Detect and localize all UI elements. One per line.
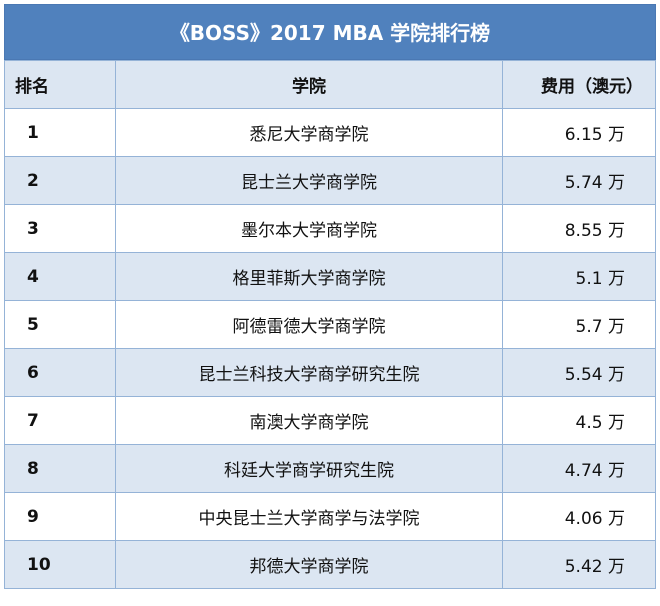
school-cell: 中央昆士兰大学商学与法学院: [115, 492, 503, 541]
school-cell: 科廷大学商学研究生院: [115, 444, 503, 493]
school-cell: 格里菲斯大学商学院: [115, 252, 503, 301]
rank-cell: 7: [4, 396, 116, 445]
rank-cell: 10: [4, 540, 116, 589]
table-row: 3 墨尔本大学商学院 8.55 万: [4, 204, 656, 253]
school-cell: 悉尼大学商学院: [115, 108, 503, 157]
fee-cell: 4.06 万: [502, 492, 656, 541]
rank-cell: 6: [4, 348, 116, 397]
table-row: 9 中央昆士兰大学商学与法学院 4.06 万: [4, 492, 656, 541]
ranking-table: 排名 学院 费用（澳元） 1 悉尼大学商学院 6.15 万 2 昆士兰大学商学院…: [4, 60, 656, 589]
table-row: 5 阿德雷德大学商学院 5.7 万: [4, 300, 656, 349]
school-cell: 邦德大学商学院: [115, 540, 503, 589]
ranking-table-container: 《BOSS》2017 MBA 学院排行榜 排名 学院 费用（澳元） 1 悉尼大学…: [4, 4, 656, 589]
table-row: 4 格里菲斯大学商学院 5.1 万: [4, 252, 656, 301]
table-row: 7 南澳大学商学院 4.5 万: [4, 396, 656, 445]
school-cell: 昆士兰大学商学院: [115, 156, 503, 205]
fee-cell: 5.7 万: [502, 300, 656, 349]
header-row: 排名 学院 费用（澳元）: [4, 60, 656, 109]
fee-cell: 6.15 万: [502, 108, 656, 157]
school-cell: 南澳大学商学院: [115, 396, 503, 445]
header-rank: 排名: [4, 60, 116, 109]
table-row: 8 科廷大学商学研究生院 4.74 万: [4, 444, 656, 493]
fee-cell: 4.5 万: [502, 396, 656, 445]
table-row: 6 昆士兰科技大学商学研究生院 5.54 万: [4, 348, 656, 397]
table-title: 《BOSS》2017 MBA 学院排行榜: [4, 4, 656, 60]
school-cell: 墨尔本大学商学院: [115, 204, 503, 253]
table-row: 2 昆士兰大学商学院 5.74 万: [4, 156, 656, 205]
rank-cell: 1: [4, 108, 116, 157]
school-cell: 阿德雷德大学商学院: [115, 300, 503, 349]
header-school: 学院: [115, 60, 503, 109]
rank-cell: 8: [4, 444, 116, 493]
fee-cell: 5.42 万: [502, 540, 656, 589]
fee-cell: 5.1 万: [502, 252, 656, 301]
fee-cell: 4.74 万: [502, 444, 656, 493]
table-row: 10 邦德大学商学院 5.42 万: [4, 540, 656, 589]
rank-cell: 2: [4, 156, 116, 205]
fee-cell: 5.54 万: [502, 348, 656, 397]
fee-cell: 5.74 万: [502, 156, 656, 205]
header-fee: 费用（澳元）: [502, 60, 656, 109]
school-cell: 昆士兰科技大学商学研究生院: [115, 348, 503, 397]
rank-cell: 3: [4, 204, 116, 253]
rank-cell: 5: [4, 300, 116, 349]
table-row: 1 悉尼大学商学院 6.15 万: [4, 108, 656, 157]
rank-cell: 9: [4, 492, 116, 541]
fee-cell: 8.55 万: [502, 204, 656, 253]
rank-cell: 4: [4, 252, 116, 301]
